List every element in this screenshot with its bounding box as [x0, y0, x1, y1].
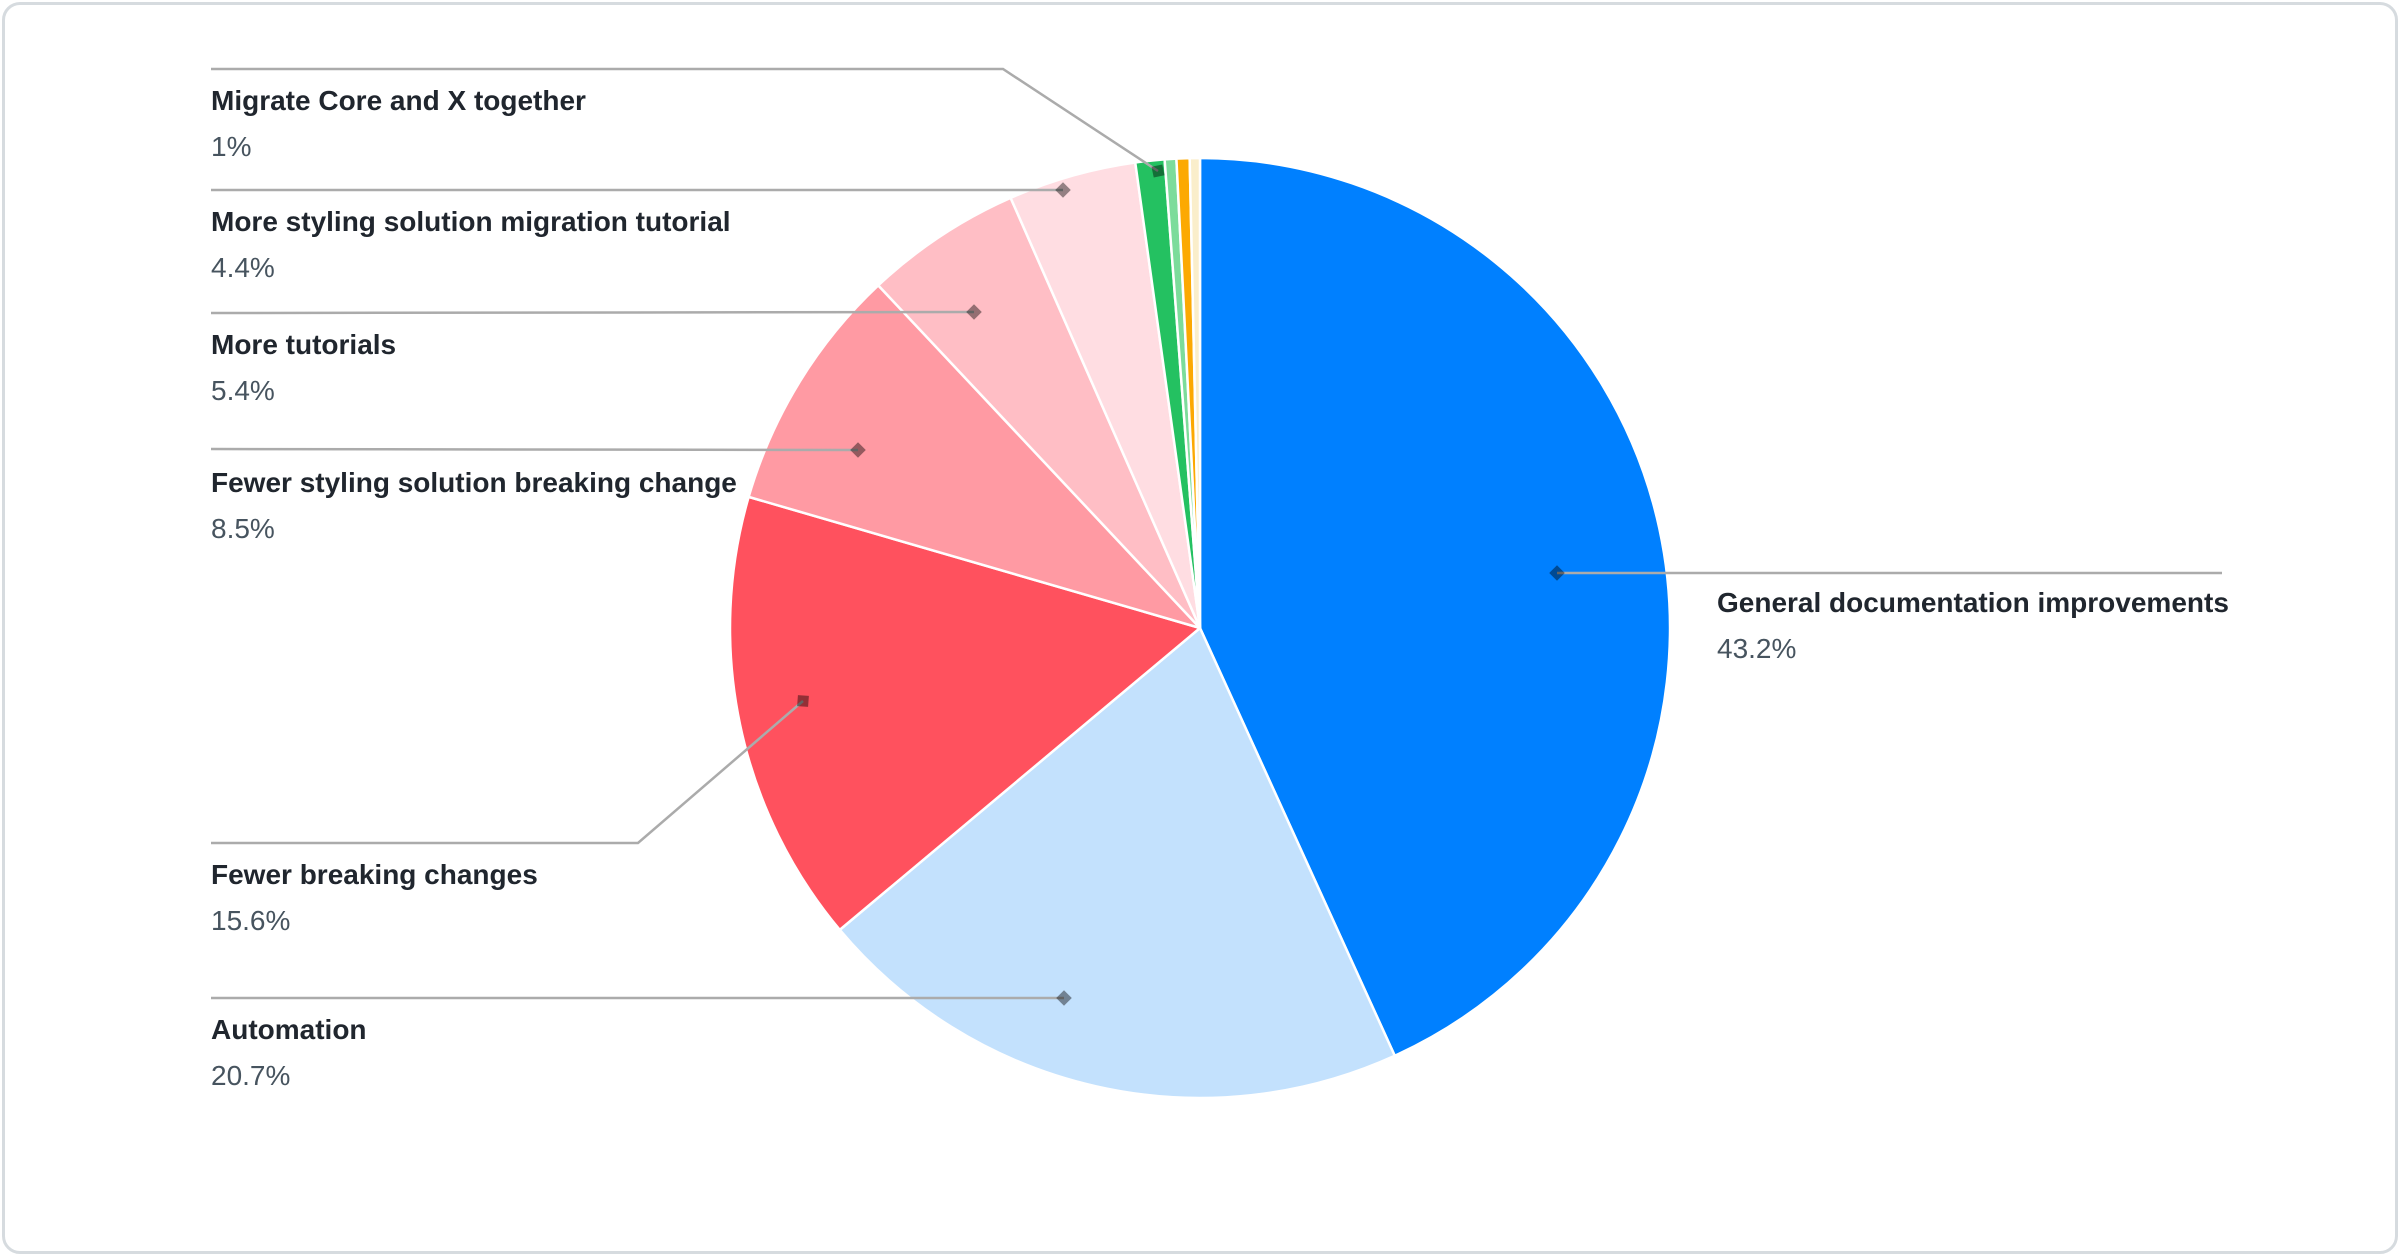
slice-label-percent: 5.4% — [211, 375, 275, 406]
slice-label-general-documentation-improvements: General documentation improvements 43.2% — [1717, 584, 2229, 668]
slice-label-title: More tutorials — [211, 329, 397, 360]
pie-slice-fewer-styling-solution-breaking-change[interactable] — [747, 284, 1202, 630]
leader-marker-more-styling-solution-migration-tutorial — [1055, 182, 1071, 198]
slice-label-percent: 20.7% — [211, 1060, 291, 1091]
leader-marker-general-documentation-improvements — [1549, 565, 1565, 581]
slice-label-more-tutorials: More tutorials 5.4% — [211, 326, 396, 410]
pie-slice-unlabeled-9[interactable] — [1188, 156, 1202, 630]
leader-line-fewer-styling-solution-breaking-change — [210, 447, 859, 452]
slice-label-more-styling-solution-migration-tutorial: More styling solution migration tutorial… — [211, 203, 731, 287]
slice-label-title: Fewer breaking changes — [211, 859, 538, 890]
leader-marker-migrate-core-and-x-together — [1151, 164, 1165, 178]
slice-label-title: More styling solution migration tutorial — [211, 206, 731, 237]
pie-slice-fewer-breaking-changes[interactable] — [728, 495, 1202, 932]
slice-label-percent: 43.2% — [1717, 633, 1797, 664]
pie-slice-automation[interactable] — [838, 626, 1397, 1100]
slice-label-title: General documentation improvements — [1717, 587, 2229, 618]
leader-line-more-tutorials — [210, 310, 975, 315]
slice-label-migrate-core-and-x-together: Migrate Core and X together 1% — [211, 82, 586, 166]
slice-label-fewer-styling-solution-breaking-change: Fewer styling solution breaking change 8… — [211, 464, 737, 548]
slice-label-percent: 1% — [211, 131, 252, 162]
leader-marker-fewer-styling-solution-breaking-change — [850, 442, 866, 458]
leader-marker-fewer-breaking-changes — [797, 695, 809, 707]
leader-marker-automation — [1056, 990, 1072, 1006]
pie-slice-general-documentation-improvements[interactable] — [1198, 156, 1672, 1057]
slice-label-title: Automation — [211, 1014, 367, 1045]
slice-label-automation: Automation 20.7% — [211, 1011, 367, 1095]
slice-label-percent: 15.6% — [211, 905, 291, 936]
pie-slice-more-tutorials[interactable] — [877, 196, 1202, 630]
leader-marker-more-tutorials — [966, 304, 982, 320]
slice-label-title: Migrate Core and X together — [211, 85, 586, 116]
leader-line-migrate-core-and-x-together — [211, 67, 1159, 173]
slice-label-percent: 4.4% — [211, 252, 275, 283]
slice-label-percent: 8.5% — [211, 513, 275, 544]
slice-label-title: Fewer styling solution breaking change — [211, 467, 737, 498]
leader-line-fewer-breaking-changes — [211, 700, 804, 845]
slice-label-fewer-breaking-changes: Fewer breaking changes 15.6% — [211, 856, 538, 940]
